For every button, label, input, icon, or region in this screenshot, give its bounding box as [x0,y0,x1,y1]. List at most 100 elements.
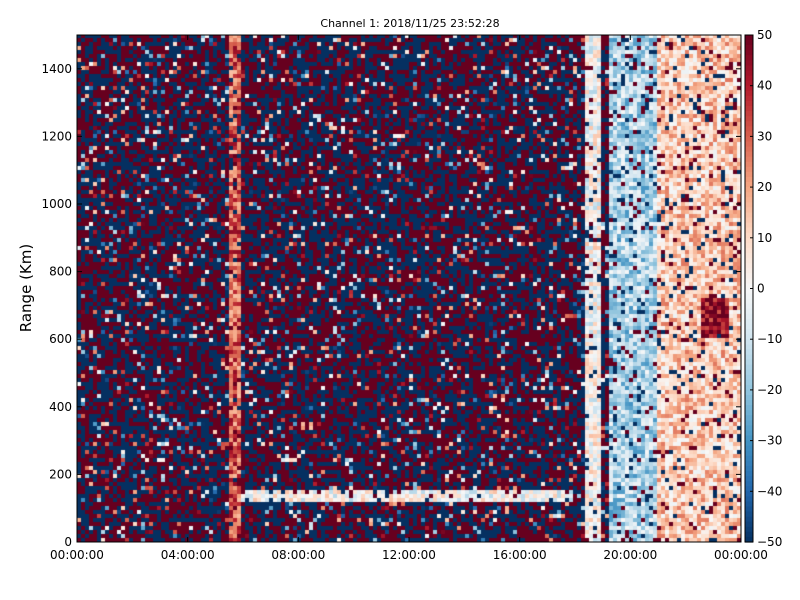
colorbar-segment [745,354,753,361]
colorbar-segment [745,313,753,320]
colorbar-segment [745,323,753,330]
y-axis: 0 200 400 600 800 1000 1200 1400 [41,62,741,549]
colorbar-segment [745,450,753,457]
y-tick-label: 1400 [41,62,72,76]
colorbar-segment [745,35,753,41]
colorbar-segment [745,460,753,467]
colorbar-segment [745,308,753,315]
colorbar-tick-label: 0 [757,282,765,296]
colorbar-segment [745,476,753,482]
x-tick-label: 00:00:00 [714,548,768,562]
colorbar-tick-label: 20 [757,180,772,194]
colorbar-segment [745,339,753,345]
colorbar-segment [745,278,753,285]
colorbar-segment [745,202,753,208]
colorbar-segment [745,171,753,178]
x-tick-label: 04:00:00 [161,548,215,562]
colorbar-segment [745,65,753,72]
colorbar-segment [745,334,753,340]
colorbar-segment [745,440,753,447]
colorbar-segment [745,394,753,401]
colorbar-segment [745,45,753,51]
colorbar-segment [745,207,753,214]
colorbar-segment [745,212,753,219]
x-tick-label: 00:00:00 [50,548,104,562]
colorbar-tick-label: 50 [757,28,772,42]
y-tick-label: 1200 [41,129,72,143]
colorbar-segment [745,389,753,396]
colorbar-segment [745,425,753,432]
colorbar-segment [745,111,753,117]
colorbar-segment [745,364,753,371]
colorbar-tick-label: 10 [757,231,772,245]
colorbar-tick-label: −30 [757,434,782,448]
colorbar-segment [745,344,753,350]
colorbar-segment [745,141,753,148]
colorbar-segment [745,501,753,508]
colorbar-segment [745,268,753,274]
x-tick-label: 12:00:00 [382,548,436,562]
colorbar-segment [745,75,753,82]
colorbar-segment [745,232,753,239]
colorbar-segment [745,146,753,153]
colorbar-segment [745,536,753,543]
colorbar-segment [745,263,753,269]
colorbar-segment [745,288,753,295]
colorbar-segment [745,192,753,198]
colorbar-segment [745,491,753,497]
colorbar-segment [745,349,753,356]
colorbar-segment [745,430,753,437]
colorbar-segment [745,516,753,523]
heatmap-image [77,35,741,542]
colorbar-segment [745,400,753,406]
colorbar-segment [745,506,753,513]
heatmap-cells [77,35,741,542]
colorbar-segment [745,531,753,538]
colorbar-segment [745,166,753,173]
colorbar-segment [745,420,753,426]
colorbar-segment [745,258,753,264]
y-axis-label: Range (Km) [17,244,35,332]
colorbar-segment [745,318,753,325]
colorbar-segment [745,197,753,203]
colorbar-segment [745,126,753,132]
colorbar-segment [745,410,753,416]
colorbar-segment [745,521,753,528]
colorbar-segment [745,486,753,492]
y-tick-label: 200 [49,467,72,481]
colorbar-segment [745,95,753,102]
chart-title: Channel 1: 2018/11/25 23:52:28 [320,17,499,30]
colorbar-segment [745,283,753,290]
colorbar-segment [745,85,753,92]
colorbar-segment [745,253,753,259]
colorbar-segment [745,100,753,107]
colorbar-segment [745,455,753,462]
colorbar-tick-label: −20 [757,383,782,397]
colorbar-segment [745,40,753,46]
colorbar-segment [745,222,753,229]
colorbar-segment [745,176,753,183]
colorbar-segment [745,359,753,366]
colorbar-segment [745,526,753,533]
colorbar-segment [745,481,753,487]
colorbar-segment [745,471,753,477]
colorbar-segment [745,227,753,234]
colorbar-segment [745,131,753,137]
colorbar-segment [745,182,753,188]
colorbar-segment [745,151,753,158]
colorbar-segment [745,70,753,77]
colorbar-segment [745,511,753,518]
colorbar-segment [745,242,753,249]
colorbar-segment [745,116,753,122]
colorbar-tick-label: −50 [757,535,782,549]
colorbar-segment [745,50,753,56]
colorbar-segment [745,105,753,112]
x-tick-label: 08:00:00 [271,548,325,562]
y-tick-label: 800 [49,265,72,279]
colorbar-segment [745,445,753,452]
colorbar-segment [745,405,753,411]
colorbar-segment [745,273,753,279]
y-tick-label: 600 [49,332,72,346]
colorbar-segment [745,161,753,168]
